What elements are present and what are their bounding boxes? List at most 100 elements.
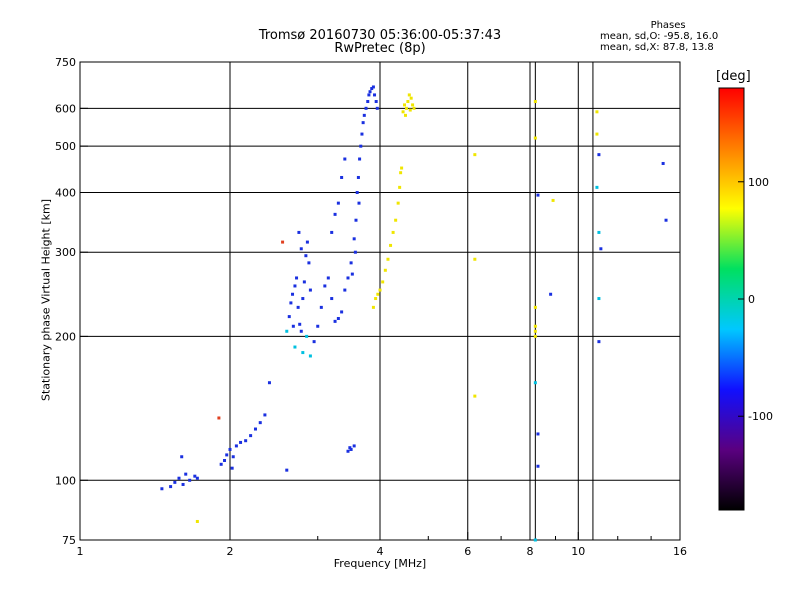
data-point-O: [352, 444, 356, 448]
data-point-O: [362, 113, 366, 117]
data-point-O: [374, 100, 378, 104]
data-point-O: [287, 315, 291, 319]
x-tick-label: 1: [77, 545, 84, 558]
data-point-O: [231, 455, 235, 459]
data-point-O: [352, 237, 356, 241]
data-point-O: [285, 468, 289, 472]
data-point-X: [400, 166, 404, 170]
data-point-O: [353, 250, 357, 254]
data-point-O: [160, 487, 164, 491]
data-point-O: [370, 87, 374, 91]
data-point-O: [350, 272, 354, 276]
data-point-X: [533, 334, 537, 338]
data-point-other: [301, 351, 305, 355]
data-point-other: [308, 354, 312, 358]
data-point-O: [291, 324, 295, 328]
x-tick-label: 10: [571, 545, 585, 558]
data-point-X: [381, 280, 385, 284]
data-point-X: [399, 171, 403, 175]
data-point-X: [378, 288, 382, 292]
data-point-other: [293, 345, 297, 349]
y-tick-label: 750: [55, 56, 76, 69]
x-axis-label: Frequency [MHz]: [333, 557, 427, 570]
data-point-O: [293, 284, 297, 288]
data-point-X: [406, 100, 410, 104]
data-point-O: [349, 261, 353, 265]
data-point-O: [307, 261, 311, 265]
y-tick-label: 100: [55, 474, 76, 487]
data-point-X: [533, 100, 537, 104]
data-point-O: [263, 413, 267, 417]
data-point-X: [404, 106, 408, 110]
data-point-X: [473, 257, 477, 261]
data-point-O: [375, 106, 379, 110]
data-point-O: [299, 329, 303, 333]
data-point-O: [357, 201, 361, 205]
data-point-O: [184, 472, 188, 476]
data-point-O: [340, 310, 344, 314]
data-point-O: [316, 324, 320, 328]
data-point-X: [403, 103, 407, 107]
data-point-O: [597, 153, 601, 157]
data-point-O: [312, 340, 316, 344]
data-point-O: [258, 421, 262, 425]
data-point-O: [249, 434, 253, 438]
data-point-X: [533, 329, 537, 333]
data-point-O: [340, 175, 344, 179]
data-point-O: [348, 446, 352, 450]
data-point-O: [297, 230, 301, 234]
data-point-O: [230, 466, 234, 470]
data-point-O: [366, 100, 370, 104]
data-point-O: [358, 157, 362, 161]
data-point-O: [354, 218, 358, 222]
data-point-O: [253, 427, 257, 431]
data-point-O: [295, 276, 299, 280]
data-point-O: [343, 157, 347, 161]
data-point-O: [180, 455, 184, 459]
data-point-O: [349, 447, 353, 451]
x-tick-label: 6: [464, 545, 471, 558]
chart-title-line2: RwPretec (8p): [334, 41, 426, 56]
data-point-X: [533, 136, 537, 140]
data-point-O: [267, 381, 271, 385]
data-point-other: [285, 329, 289, 333]
data-point-O: [223, 458, 227, 462]
phase-stats: Phases mean, sd,O: -95.8, 16.0 mean, sd,…: [600, 20, 718, 53]
y-tick-label: 300: [55, 246, 76, 259]
data-point-X: [389, 243, 393, 247]
data-point-X: [551, 198, 555, 202]
data-point-O: [299, 247, 303, 251]
data-point-O: [188, 478, 192, 482]
data-point-O: [330, 230, 334, 234]
data-point-O: [661, 161, 665, 165]
data-point-O: [343, 288, 347, 292]
data-point-O: [333, 319, 337, 323]
data-point-O: [239, 440, 243, 444]
data-point-X: [396, 201, 400, 205]
y-axis-label: Stationary phase Virtual Height [km]: [39, 198, 53, 402]
data-point-O: [549, 292, 553, 296]
data-point-O: [373, 93, 377, 97]
data-point-O: [346, 276, 350, 280]
data-point-O: [326, 276, 330, 280]
colorbar-tick-label: 0: [748, 293, 755, 306]
data-point-O: [323, 284, 327, 288]
data-point-O: [371, 85, 375, 89]
data-point-O: [346, 449, 350, 453]
data-point-X: [374, 297, 378, 301]
data-point-O: [305, 240, 309, 244]
x-tick-label: 8: [527, 545, 534, 558]
data-point-X: [401, 110, 405, 114]
data-point-O: [336, 201, 340, 205]
data-point-other: [597, 230, 601, 234]
data-point-O: [298, 322, 302, 326]
data-point-X: [398, 185, 402, 189]
data-point-O: [333, 212, 337, 216]
data-point-O: [301, 297, 305, 301]
stats-heading: Phases: [650, 20, 686, 31]
data-point-X: [195, 519, 199, 523]
data-point-O: [195, 476, 199, 480]
data-point-X: [473, 394, 477, 398]
data-point-O: [225, 453, 229, 457]
data-point-O: [244, 439, 248, 443]
